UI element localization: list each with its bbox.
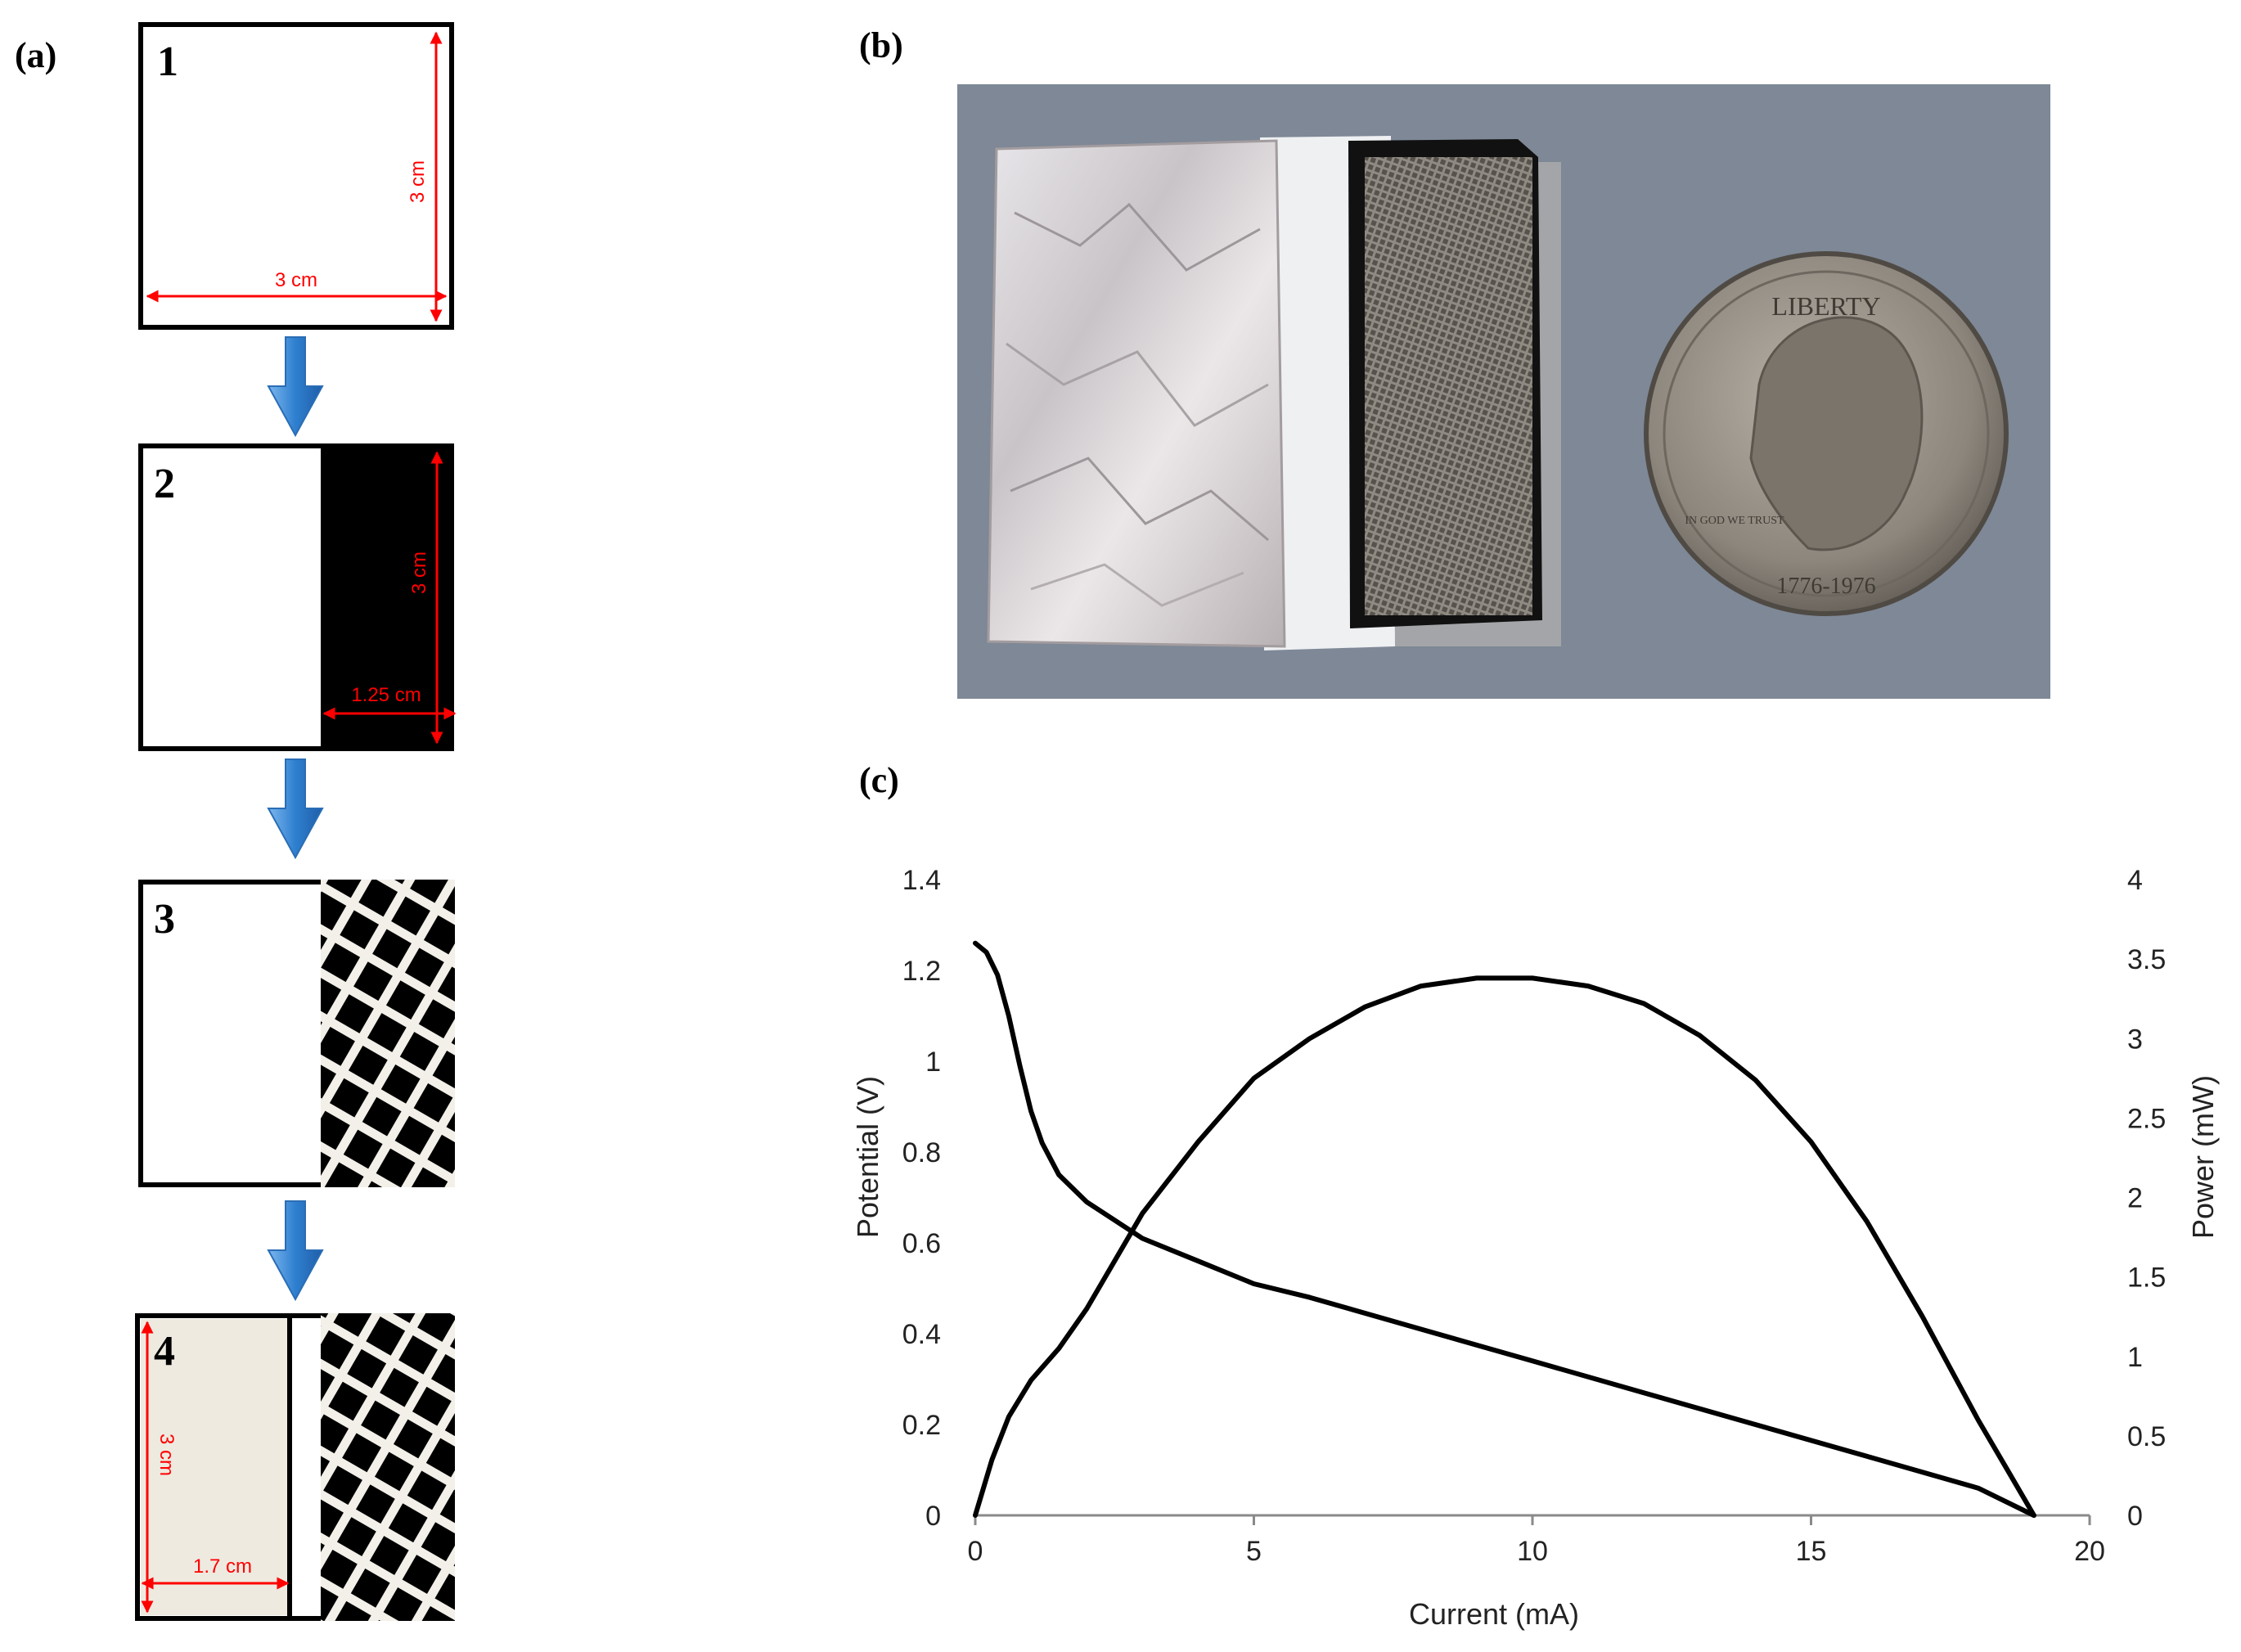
y2-tick-label: 0.5: [2127, 1421, 2166, 1452]
aluminum-foil: [987, 139, 1286, 648]
down-arrow-3: [267, 1200, 324, 1302]
foil-crinkle-2: [1006, 342, 1269, 427]
y2-tick-label: 1.5: [2127, 1263, 2166, 1294]
step-2-height-label: 3 cm: [408, 551, 430, 594]
y2-tick-label: 2: [2127, 1183, 2143, 1214]
polarization-chart: 0 5 10 15 20 0 0.2 0.4 0.6 0.8 1 1.2 1.4 0 0.5 1 1.5 2 2…: [851, 865, 2220, 1631]
y2-tick-label: 1: [2127, 1342, 2143, 1373]
foil-crinkle-1: [1014, 202, 1261, 272]
step-3-number: 3: [154, 896, 175, 943]
y-tick-label: 0.2: [902, 1410, 941, 1441]
panel-c: (c) 0 5 10 15 20 0 0.2 0.4 0.6 0.8 1 1.2 1.4 0 0.5 1 1…: [851, 760, 2220, 1631]
x-tick-label: 0: [968, 1536, 983, 1567]
y-tick-label: 0.8: [902, 1137, 941, 1168]
step-2-number: 2: [154, 461, 175, 507]
y2-tick-label: 4: [2127, 865, 2143, 896]
y-tick-label: 1.4: [902, 865, 941, 896]
x-tick-label: 20: [2074, 1536, 2105, 1567]
power-curve-line: [973, 975, 2036, 1518]
step-4: 4 3 cm 1.7 cm: [135, 1313, 455, 1621]
coin-text-trust: IN GOD WE TRUST: [1685, 515, 1784, 527]
y2-tick-label: 3.5: [2127, 944, 2166, 975]
battery-photo: LIBERTY IN GOD WE TRUST 1776-1976: [957, 84, 2050, 699]
y2-tick-label: 3: [2127, 1024, 2143, 1055]
step-1-height-label: 3 cm: [407, 160, 429, 203]
step-4-height-label: 3 cm: [155, 1434, 178, 1476]
y-tick-label: 0.4: [902, 1319, 941, 1350]
coin-portrait: [1749, 316, 1924, 551]
panel-c-label: (c): [859, 760, 899, 800]
carbon-mesh-texture: [1365, 157, 1532, 615]
panel-a: (a) 1 3 cm 3 cm 2 3 cm 1.25 cm: [15, 22, 457, 1621]
panel-a-label: (a): [15, 35, 56, 75]
coin-text-liberty: LIBERTY: [1771, 291, 1880, 321]
coin-text-year: 1776-1976: [1776, 574, 1875, 599]
step-1-square: [138, 22, 454, 330]
y-axis-label: Potential (V): [851, 1076, 884, 1238]
step-4-width-label: 1.7 cm: [193, 1555, 252, 1578]
y2-axis-label: Power (mW): [2186, 1075, 2220, 1239]
foil-crinkle-3: [1010, 457, 1269, 542]
step-1-width-label: 3 cm: [275, 269, 317, 291]
coin-rim: [1663, 270, 1990, 597]
x-axis-label: Current (mA): [1409, 1597, 1579, 1631]
step-3: 3: [138, 880, 455, 1187]
x-tick-label: 5: [1246, 1536, 1262, 1567]
step-2-width-label: 1.25 cm: [351, 684, 421, 706]
panel-b-label: (b): [859, 25, 903, 65]
y2-tick-group: 0 0.5 1 1.5 2 2.5 3 3.5 4: [2127, 865, 2166, 1532]
down-arrow-2: [267, 758, 324, 860]
y2-tick-label: 2.5: [2127, 1103, 2166, 1134]
potential-curve-line: [973, 940, 2036, 1518]
x-tick-label: 15: [1796, 1536, 1827, 1567]
step-4-paper: [141, 1319, 288, 1615]
step-4-mesh: [321, 1313, 455, 1621]
foil-crinkle-4: [1030, 563, 1244, 607]
step-2-carbon-strip: [321, 446, 452, 749]
x-tick-label: 10: [1517, 1536, 1548, 1567]
y-tick-label: 0.6: [902, 1228, 941, 1259]
y-tick-label: 1: [925, 1047, 941, 1078]
step-3-mesh: [321, 880, 455, 1187]
step-1-number: 1: [157, 38, 178, 85]
y-tick-label: 1.2: [902, 956, 941, 987]
step-4-number: 4: [154, 1328, 175, 1375]
y-tick-group: 0 0.2 0.4 0.6 0.8 1 1.2 1.4: [902, 865, 941, 1532]
down-arrow-1: [267, 336, 324, 438]
y2-tick-label: 0: [2127, 1501, 2143, 1532]
x-tick-group: 0 5 10 15 20: [968, 1515, 2105, 1567]
step-1: 1 3 cm 3 cm: [138, 22, 454, 330]
panel-b: (b) LIBERTY IN GOD WE TRUST 1776: [859, 25, 2050, 699]
y-tick-label: 0: [925, 1501, 941, 1532]
quarter-coin: LIBERTY IN GOD WE TRUST 1776-1976: [1644, 251, 2009, 616]
series-group: [973, 940, 2036, 1518]
step-2: 2 3 cm 1.25 cm: [138, 443, 457, 751]
